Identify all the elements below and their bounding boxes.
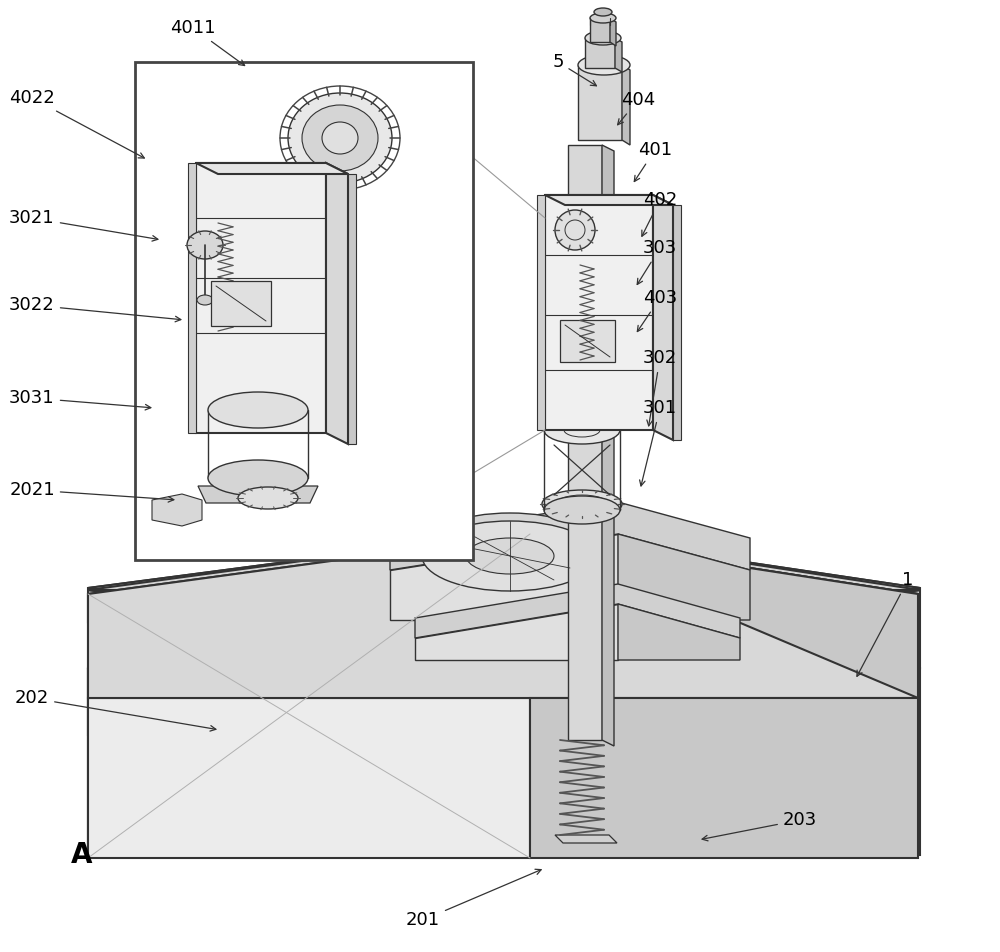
Polygon shape <box>196 163 348 174</box>
Text: 3022: 3022 <box>9 296 181 322</box>
Polygon shape <box>673 205 681 440</box>
Polygon shape <box>88 530 920 668</box>
Polygon shape <box>88 668 530 855</box>
Polygon shape <box>618 534 750 620</box>
Ellipse shape <box>322 122 358 154</box>
Ellipse shape <box>288 93 392 183</box>
Polygon shape <box>415 604 618 660</box>
Polygon shape <box>618 604 740 660</box>
Polygon shape <box>568 145 602 740</box>
Text: 3021: 3021 <box>9 209 158 241</box>
Polygon shape <box>415 584 740 638</box>
Ellipse shape <box>585 31 621 45</box>
Polygon shape <box>88 534 918 698</box>
Polygon shape <box>653 195 673 440</box>
Ellipse shape <box>187 231 223 259</box>
Polygon shape <box>152 494 202 526</box>
Polygon shape <box>530 534 918 858</box>
Text: 203: 203 <box>702 811 817 841</box>
Polygon shape <box>88 698 530 858</box>
Text: 401: 401 <box>634 141 672 182</box>
Polygon shape <box>326 163 348 444</box>
Text: 402: 402 <box>642 191 677 236</box>
Ellipse shape <box>544 416 620 444</box>
Ellipse shape <box>466 538 554 574</box>
Polygon shape <box>545 195 673 205</box>
Polygon shape <box>390 502 750 570</box>
Polygon shape <box>390 534 618 620</box>
Ellipse shape <box>302 105 378 171</box>
Ellipse shape <box>555 210 595 250</box>
Polygon shape <box>188 163 196 433</box>
Text: 201: 201 <box>406 869 541 929</box>
Polygon shape <box>585 38 615 68</box>
Polygon shape <box>88 530 920 648</box>
Ellipse shape <box>422 521 598 591</box>
Text: 303: 303 <box>637 239 677 285</box>
Ellipse shape <box>422 513 598 583</box>
Text: 4011: 4011 <box>170 19 245 66</box>
Text: 4022: 4022 <box>9 89 144 158</box>
Polygon shape <box>88 668 530 855</box>
Polygon shape <box>602 145 614 746</box>
Text: A: A <box>71 841 93 869</box>
Ellipse shape <box>208 460 308 496</box>
Text: 404: 404 <box>618 91 655 125</box>
Polygon shape <box>545 195 653 430</box>
Ellipse shape <box>544 496 620 524</box>
Polygon shape <box>615 38 622 72</box>
Ellipse shape <box>578 55 630 75</box>
Bar <box>211 281 271 326</box>
Polygon shape <box>348 174 356 444</box>
Polygon shape <box>590 18 610 42</box>
Text: 5: 5 <box>552 53 596 86</box>
Text: 301: 301 <box>640 399 677 486</box>
Polygon shape <box>610 18 616 46</box>
Polygon shape <box>88 530 920 650</box>
Polygon shape <box>530 610 920 855</box>
Text: 1: 1 <box>857 571 914 676</box>
Ellipse shape <box>238 487 298 509</box>
Polygon shape <box>196 163 326 433</box>
Ellipse shape <box>594 8 612 16</box>
Text: 403: 403 <box>637 289 677 331</box>
Text: 202: 202 <box>15 689 216 731</box>
Ellipse shape <box>208 392 308 428</box>
Text: 3031: 3031 <box>9 389 151 410</box>
Polygon shape <box>198 486 318 503</box>
Polygon shape <box>555 835 617 843</box>
Polygon shape <box>88 590 920 650</box>
Ellipse shape <box>542 490 622 518</box>
Text: 2021: 2021 <box>9 481 174 502</box>
Ellipse shape <box>590 13 616 23</box>
Ellipse shape <box>197 295 213 305</box>
Bar <box>560 320 615 362</box>
Polygon shape <box>88 534 918 622</box>
Polygon shape <box>622 65 630 145</box>
Text: 302: 302 <box>643 349 677 426</box>
Polygon shape <box>537 195 545 430</box>
Bar <box>135 62 473 560</box>
Polygon shape <box>578 65 622 140</box>
